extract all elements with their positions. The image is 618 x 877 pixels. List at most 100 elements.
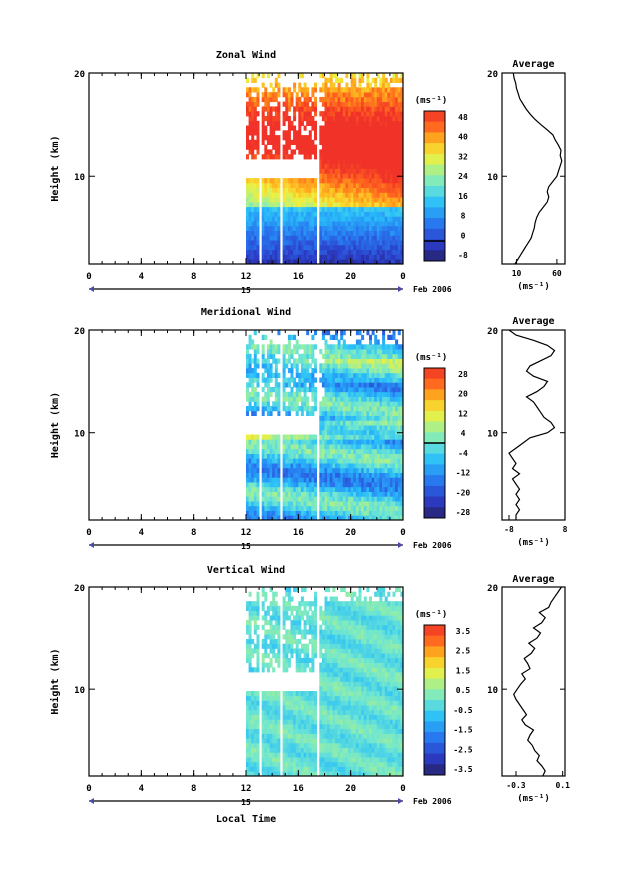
heatmap-cell xyxy=(293,625,296,630)
heatmap-cell xyxy=(272,178,275,183)
heatmap-cell xyxy=(330,487,333,492)
heatmap-cell xyxy=(359,363,362,368)
heatmap-cell xyxy=(298,506,301,511)
heatmap-cell xyxy=(387,97,390,102)
heatmap-cell xyxy=(267,235,270,240)
heatmap-cell xyxy=(254,140,257,145)
heatmap-cell xyxy=(288,743,291,748)
heatmap-cell xyxy=(309,615,312,620)
heatmap-cell xyxy=(267,454,270,459)
heatmap-cell xyxy=(364,135,367,140)
heatmap-cell xyxy=(387,130,390,135)
heatmap-cell xyxy=(330,159,333,164)
heatmap-cell xyxy=(254,615,257,620)
heatmap-cell xyxy=(254,496,257,501)
heatmap-cell xyxy=(332,397,335,402)
heatmap-cell xyxy=(254,397,257,402)
heatmap-cell xyxy=(332,444,335,449)
heatmap-cell xyxy=(301,378,304,383)
heatmap-cell xyxy=(353,173,356,178)
heatmap-cell xyxy=(361,368,364,373)
heatmap-cell xyxy=(356,192,359,197)
heatmap-cell xyxy=(322,207,325,212)
heatmap-cell xyxy=(353,126,356,131)
heatmap-cell xyxy=(301,477,304,482)
heatmap-cell xyxy=(372,102,375,107)
heatmap-cell xyxy=(330,411,333,416)
heatmap-cell xyxy=(262,254,265,259)
heatmap-cell xyxy=(335,368,338,373)
heatmap-cell xyxy=(356,183,359,188)
heatmap-cell xyxy=(291,192,294,197)
heatmap-cell xyxy=(356,102,359,107)
heatmap-cell xyxy=(285,130,288,135)
heatmap-cell xyxy=(306,644,309,649)
heatmap-cell xyxy=(272,644,275,649)
heatmap-cell xyxy=(301,221,304,226)
heatmap-cell xyxy=(283,658,286,663)
heatmap-cell xyxy=(293,435,296,440)
heatmap-cell xyxy=(379,449,382,454)
heatmap-cell xyxy=(296,130,299,135)
heatmap-cell xyxy=(304,382,307,387)
heatmap-cell xyxy=(356,116,359,121)
heatmap-cell xyxy=(314,97,317,102)
heatmap-cell xyxy=(332,116,335,121)
heatmap-cell xyxy=(372,458,375,463)
heatmap-cell xyxy=(246,715,249,720)
heatmap-cell xyxy=(377,221,380,226)
heatmap-cell xyxy=(327,354,330,359)
heatmap-cell xyxy=(277,202,280,207)
heatmap-cell xyxy=(359,250,362,255)
heatmap-cell xyxy=(398,159,401,164)
heatmap-cell xyxy=(330,397,333,402)
heatmap-cell xyxy=(369,363,372,368)
heatmap-cell xyxy=(275,231,278,236)
heatmap-cell xyxy=(251,212,254,217)
heatmap-cell xyxy=(382,102,385,107)
heatmap-cell xyxy=(319,212,322,217)
heatmap-cell xyxy=(314,344,317,349)
heatmap-cell xyxy=(262,197,265,202)
heatmap-cell xyxy=(254,748,257,753)
heatmap-cell xyxy=(277,630,280,635)
heatmap-cell xyxy=(251,216,254,221)
heatmap-cell xyxy=(291,197,294,202)
heatmap-cell xyxy=(277,245,280,250)
heatmap-cell xyxy=(385,164,388,169)
heatmap-cell xyxy=(246,444,249,449)
heatmap-cell xyxy=(374,506,377,511)
heatmap-cell xyxy=(372,192,375,197)
heatmap-cell xyxy=(319,416,322,421)
heatmap-cell xyxy=(267,620,270,625)
heatmap-cell xyxy=(319,192,322,197)
heatmap-cell xyxy=(257,634,260,639)
heatmap-cell xyxy=(361,454,364,459)
heatmap-cell xyxy=(275,743,278,748)
heatmap-cell xyxy=(262,587,265,592)
heatmap-cell xyxy=(288,92,291,97)
heatmap-cell xyxy=(264,392,267,397)
heatmap-cell xyxy=(301,149,304,154)
heatmap-cell xyxy=(343,458,346,463)
heatmap-cell xyxy=(296,710,299,715)
heatmap-cell xyxy=(387,221,390,226)
heatmap-cell xyxy=(285,738,288,743)
heatmap-cell xyxy=(285,106,288,111)
heatmap-cell xyxy=(390,235,393,240)
heatmap-cell xyxy=(285,748,288,753)
heatmap-cell xyxy=(301,663,304,668)
heatmap-cell xyxy=(382,420,385,425)
colorbar-segment xyxy=(424,250,445,261)
heatmap-cell xyxy=(254,734,257,739)
heatmap-cell xyxy=(351,169,354,174)
heatmap-cell xyxy=(385,140,388,145)
heatmap-cell xyxy=(285,359,288,364)
heatmap-cell xyxy=(353,250,356,255)
heatmap-cell xyxy=(267,506,270,511)
heatmap-cell xyxy=(262,245,265,250)
heatmap-cell xyxy=(251,762,254,767)
heatmap-cell xyxy=(338,496,341,501)
heatmap-cell xyxy=(285,667,288,672)
heatmap-cell xyxy=(390,183,393,188)
